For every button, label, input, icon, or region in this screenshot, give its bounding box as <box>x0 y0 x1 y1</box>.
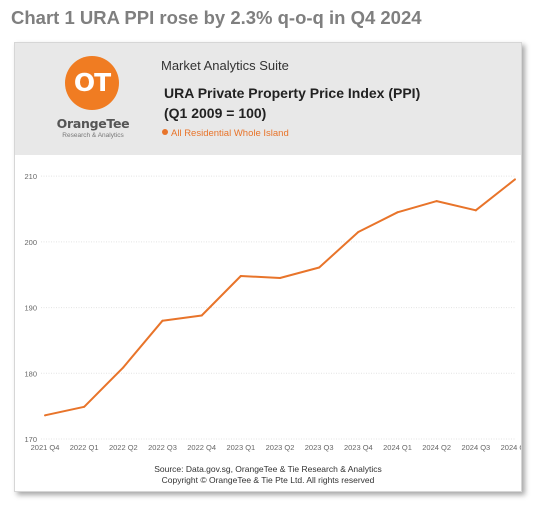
logo-tagline: Research & Analytics <box>62 132 124 139</box>
chart-subtitle: (Q1 2009 = 100) <box>164 105 267 121</box>
x-tick-label: 2022 Q1 <box>70 443 99 452</box>
y-tick-label: 210 <box>24 172 37 181</box>
x-tick-label: 2022 Q3 <box>148 443 177 452</box>
data-point <box>318 266 321 269</box>
legend-marker <box>162 129 168 136</box>
chart-title: URA Private Property Price Index (PPI) (… <box>164 83 420 123</box>
y-tick-label: 190 <box>24 304 37 313</box>
data-point <box>161 319 164 322</box>
data-point <box>435 200 438 203</box>
card-header: OT OrangeTee Research & Analytics Market… <box>15 43 521 155</box>
y-tick-label: 200 <box>24 238 37 247</box>
source-note: Source: Data.gov.sg, OrangeTee & Tie Res… <box>15 464 521 486</box>
source-line: Source: Data.gov.sg, OrangeTee & Tie Res… <box>154 464 382 474</box>
orangetee-logo-icon: OT <box>65 56 119 110</box>
data-point <box>122 366 125 369</box>
y-tick-label: 180 <box>24 369 37 378</box>
line-chart: 170 180 190 200 210 2021 Q4 2022 Q1 2022 Q2 2022… <box>24 172 521 452</box>
logo-mark: OT <box>73 68 111 97</box>
series-line <box>44 178 516 417</box>
x-tick-label: 2023 Q3 <box>305 443 334 452</box>
legend-label: All Residential Whole Island <box>171 128 289 139</box>
data-point <box>200 314 203 317</box>
y-tick-label: 170 <box>24 435 37 444</box>
data-point <box>396 211 399 214</box>
x-tick-label: 2024 Q1 <box>383 443 412 452</box>
chart-title-main: URA Private Property Price Index (PPI) <box>164 85 421 101</box>
x-tick-label: 2021 Q4 <box>31 443 60 452</box>
logo-brand-name: OrangeTee <box>56 116 130 131</box>
x-tick-label: 2024 Q2 <box>422 443 451 452</box>
page-heading: Chart 1 URA PPI rose by 2.3% q-o-q in Q4… <box>11 7 422 28</box>
x-tick-label: 2022 Q2 <box>109 443 138 452</box>
x-tick-label: 2024 Q4 <box>501 443 521 452</box>
suite-label: Market Analytics Suite <box>161 58 289 73</box>
x-tick-label: 2024 Q3 <box>461 443 490 452</box>
chart-card: OT OrangeTee Research & Analytics Market… <box>14 42 522 492</box>
x-tick-label: 2022 Q4 <box>187 443 216 452</box>
data-point <box>44 414 46 417</box>
data-point <box>357 231 360 233</box>
data-point <box>279 277 281 279</box>
x-tick-label: 2023 Q2 <box>266 443 295 452</box>
data-point <box>83 405 86 408</box>
data-point <box>514 178 516 181</box>
data-point <box>474 209 477 212</box>
x-tick-label: 2023 Q4 <box>344 443 373 452</box>
chart-legend: All Residential Whole Island <box>162 128 289 139</box>
x-tick-label: 2023 Q1 <box>226 443 255 452</box>
copyright-line: Copyright © OrangeTee & Tie Pte Ltd. All… <box>161 475 375 485</box>
data-point <box>239 275 242 278</box>
